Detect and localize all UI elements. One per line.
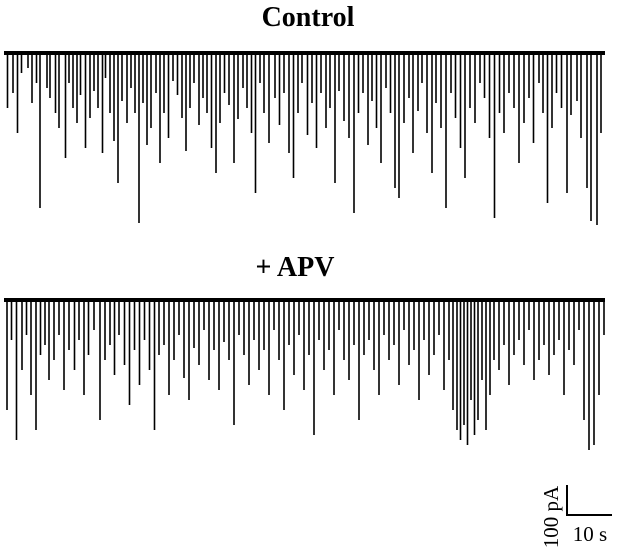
scale-bar-time-label: 10 s	[573, 522, 607, 546]
apv-trace-title: + APV	[256, 252, 335, 283]
scale-bar-current-label: 100 pA	[539, 485, 563, 548]
apv-trace	[4, 298, 605, 450]
scale-bar: 100 pA 10 s	[539, 485, 612, 548]
control-trace-title: Control	[262, 2, 355, 33]
control-trace	[4, 51, 605, 225]
scale-bar-lines	[566, 485, 612, 516]
